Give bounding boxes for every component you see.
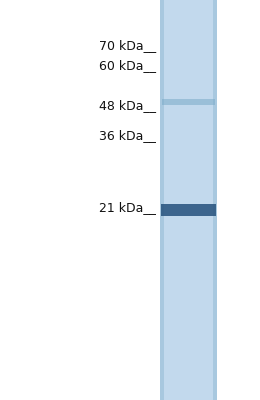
Text: 60 kDa__: 60 kDa__ bbox=[99, 60, 156, 72]
Text: 48 kDa__: 48 kDa__ bbox=[99, 100, 156, 112]
Bar bbox=[161, 204, 216, 216]
Text: 70 kDa__: 70 kDa__ bbox=[99, 40, 156, 52]
Bar bbox=[160, 0, 217, 400]
Text: 36 kDa__: 36 kDa__ bbox=[99, 130, 156, 142]
Bar bbox=[162, 99, 215, 105]
Bar bbox=[213, 0, 217, 400]
Bar bbox=[160, 0, 164, 400]
Text: 21 kDa__: 21 kDa__ bbox=[99, 202, 156, 214]
